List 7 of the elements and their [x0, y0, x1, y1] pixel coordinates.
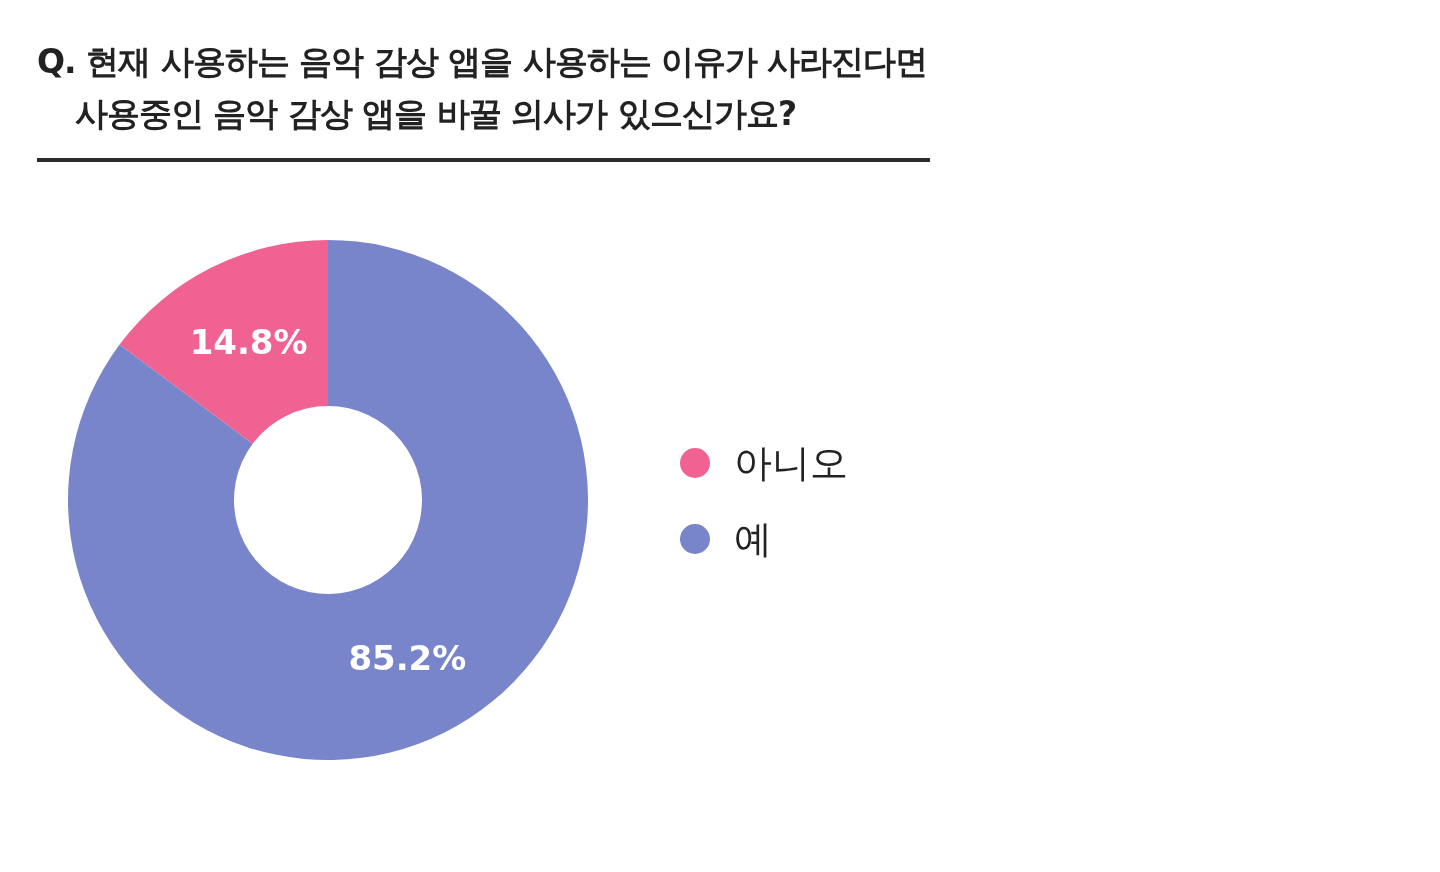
donut-slice	[119, 240, 328, 444]
data-label: 14.8%	[189, 321, 308, 362]
legend-label: 예	[734, 517, 772, 561]
data-label: 85.2%	[348, 638, 467, 679]
donut-slice	[68, 240, 588, 760]
legend-label: 아니오	[734, 441, 848, 485]
chart-title: Q. 현재 사용하는 음악 감상 앱을 사용하는 이유가 사라진다면 사용중인 음악 감상 앱을 바꿀 의사가 있으신가요?	[37, 36, 930, 162]
